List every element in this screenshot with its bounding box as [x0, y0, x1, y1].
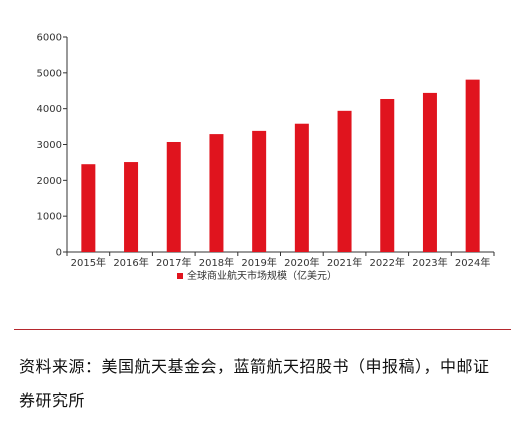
y-tick-label: 6000 [37, 33, 62, 44]
y-axis: 0 1000 2000 3000 4000 5000 6000 [37, 33, 68, 259]
x-tick-label: 2022年 [370, 256, 405, 269]
bar [380, 98, 395, 252]
x-axis: 2015年 2016年 2017年 2018年 2019年 2020年 2021年 2022年… [66, 251, 495, 269]
bar [294, 123, 309, 252]
bar-series [81, 79, 480, 253]
bar [337, 110, 352, 252]
x-tick-label: 2018年 [199, 256, 234, 269]
bar [166, 141, 181, 252]
bar [252, 130, 267, 252]
y-tick-label: 0 [56, 248, 62, 259]
legend: 全球商业航天市场规模（亿美元） [177, 269, 337, 282]
source-note: 资料来源：美国航天基金会，蓝箭航天招股书（申报稿），中邮证券研究所 [19, 357, 490, 410]
bar [422, 92, 437, 253]
bar [124, 162, 139, 252]
bar [465, 79, 480, 253]
y-tick-label: 1000 [37, 212, 62, 223]
x-tick-label: 2020年 [284, 256, 319, 269]
x-tick-label: 2015年 [71, 256, 106, 269]
bar [81, 164, 96, 252]
y-tick-label: 4000 [37, 104, 62, 115]
y-tick-label: 3000 [37, 140, 62, 151]
x-tick-label: 2019年 [241, 256, 276, 269]
y-tick-label: 5000 [37, 68, 62, 79]
x-tick-label: 2021年 [327, 256, 362, 269]
x-tick-label: 2017年 [156, 256, 191, 269]
bar-chart: 0 1000 2000 3000 4000 5000 6000 2015年 2016年 2017… [37, 33, 495, 282]
x-tick-label: 2024年 [455, 256, 490, 269]
bar [209, 134, 224, 252]
x-tick-label: 2016年 [113, 256, 148, 269]
legend-swatch [177, 273, 183, 279]
x-tick-label: 2023年 [412, 256, 447, 269]
legend-label: 全球商业航天市场规模（亿美元） [187, 269, 337, 282]
y-tick-label: 2000 [37, 176, 62, 187]
divider-line [14, 329, 511, 330]
